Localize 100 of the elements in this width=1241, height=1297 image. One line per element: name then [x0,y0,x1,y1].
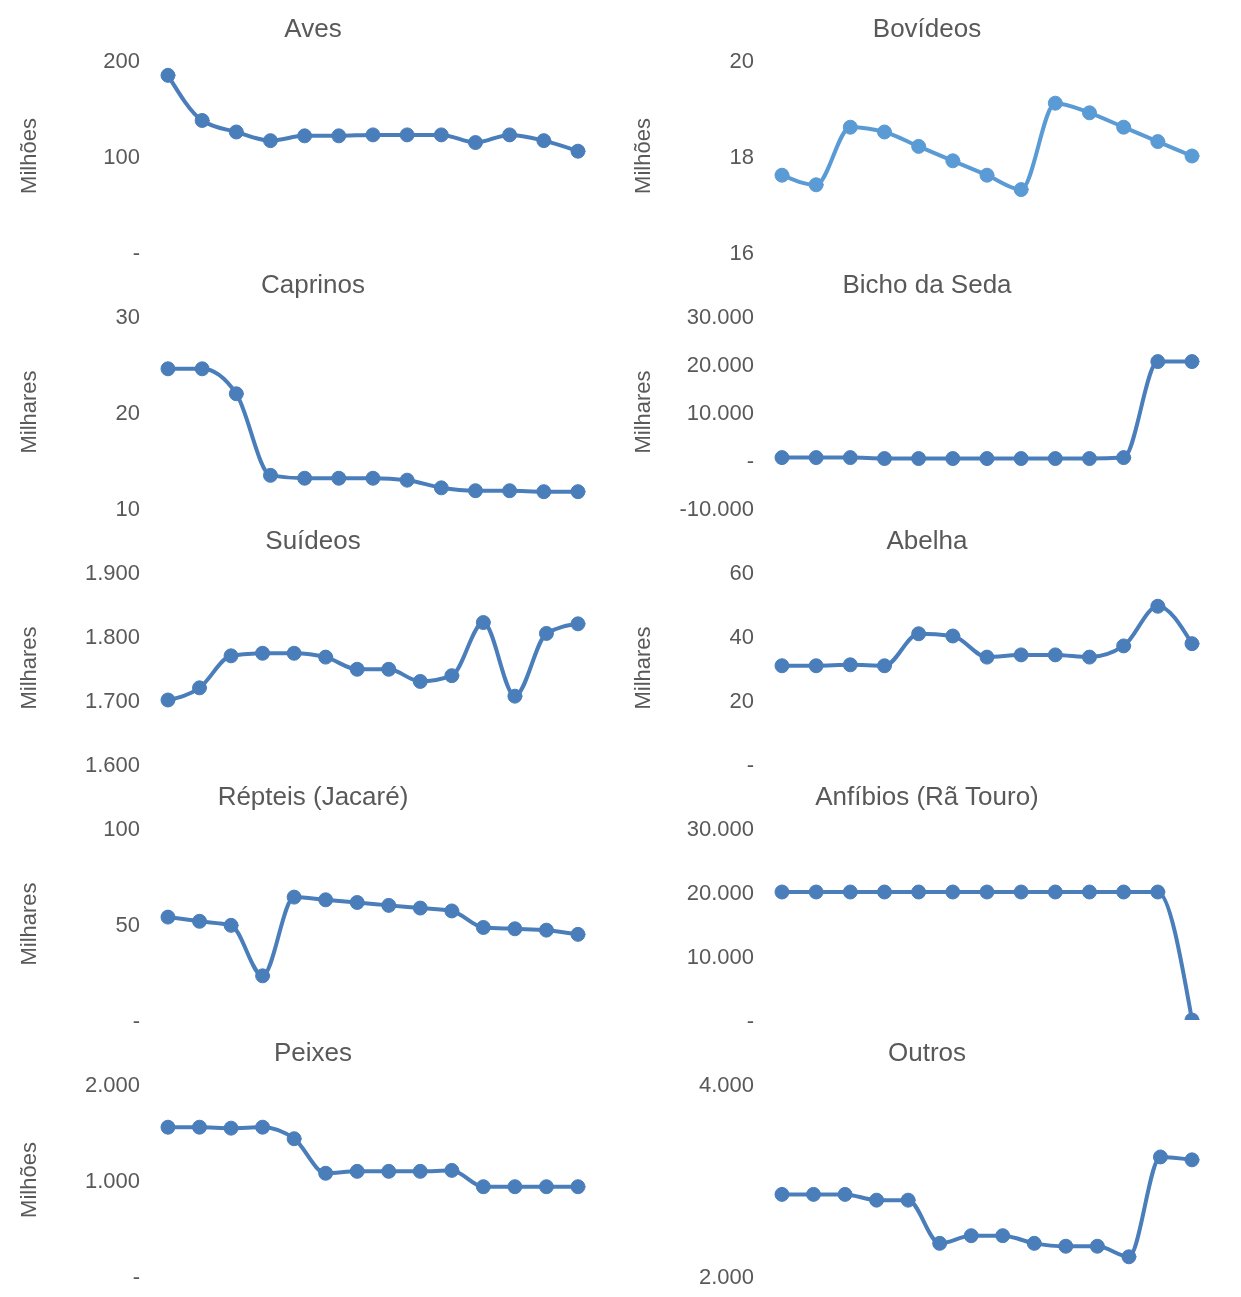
point [365,470,381,486]
point [808,658,824,674]
y-tick-label: 30.000 [686,303,754,329]
point [160,361,176,377]
point [570,1179,586,1195]
point [774,658,790,674]
y-tick-label: - [746,751,754,777]
point [1184,1152,1200,1168]
point [412,673,428,689]
point [255,645,271,661]
point [1152,1149,1168,1165]
point [255,1119,271,1135]
point [1047,451,1063,467]
y-tick-label: 40 [729,623,754,649]
point [331,128,347,144]
chart-title: Répteis (Jacaré) [216,780,410,813]
chart-title: Bovídeos [871,12,983,45]
point [570,484,586,500]
point [331,470,347,486]
chart-title: Abelha [885,524,969,557]
point [433,127,449,143]
point [979,451,995,467]
point [349,1163,365,1179]
point [381,1163,397,1179]
point [192,680,208,696]
y-tick-label: 18 [729,143,754,169]
y-tick-label: 2.000 [84,1071,140,1097]
point [223,917,239,933]
point [837,1186,853,1202]
point [194,112,210,128]
y-tick-label: 4.000 [698,1071,754,1097]
point [979,649,995,665]
point [223,1120,239,1136]
point [806,1186,822,1202]
point [1121,1249,1137,1265]
point [318,649,334,665]
point [842,119,858,135]
point [475,1179,491,1195]
y-tick-label: 50 [115,911,140,937]
chart-title: Aves [283,12,343,45]
point [1047,95,1063,111]
point [963,1228,979,1244]
point [286,1131,302,1147]
point [263,133,278,149]
point [1116,450,1132,466]
point [507,921,523,937]
y-tick-label: - [132,1007,140,1033]
point [286,645,302,661]
point [365,127,381,143]
y-tick-label: 30.000 [686,815,754,841]
point [945,628,961,644]
point [536,484,552,500]
y-tick-label: 100 [103,815,140,841]
point [507,1179,523,1195]
point [1026,1235,1042,1251]
point [1082,451,1097,467]
point [318,1165,334,1181]
y-axis-title: Milhões [15,118,41,194]
point [381,661,397,677]
point [1150,598,1166,614]
point [1013,182,1029,198]
point [502,483,518,499]
point [536,133,552,149]
point [842,450,858,466]
point [1082,105,1097,121]
y-tick-label: 10.000 [686,399,754,425]
y-tick-label: 200 [103,47,140,73]
point [194,361,210,377]
point [538,625,554,641]
point [774,167,790,183]
chart-title: Anfíbios (Rã Touro) [814,780,1040,813]
point [468,483,483,499]
y-axis-title: Milhares [15,626,41,710]
point [444,1162,460,1178]
point [1116,119,1132,135]
point [1058,1238,1074,1254]
point [192,913,208,929]
y-axis-title: Milhões [15,1142,41,1218]
y-axis-title: Milhares [629,626,655,710]
point [808,450,824,466]
point [900,1192,916,1208]
y-tick-label: 1.800 [84,623,140,649]
point [1150,354,1166,370]
y-tick-label: 1.000 [84,1167,140,1193]
point [1013,451,1029,467]
point [995,1228,1011,1244]
point [774,1186,790,1202]
y-tick-label: - [132,239,140,265]
y-axis-title: Milhares [15,370,41,454]
point [774,450,790,466]
point [1150,134,1166,150]
point [945,451,961,467]
point [502,127,518,143]
point [228,124,244,140]
point [911,626,927,642]
y-tick-label: 30 [115,303,140,329]
y-tick-label: 20 [115,399,140,425]
y-tick-label: 20 [729,47,754,73]
point [570,143,586,159]
y-tick-label: 100 [103,143,140,169]
